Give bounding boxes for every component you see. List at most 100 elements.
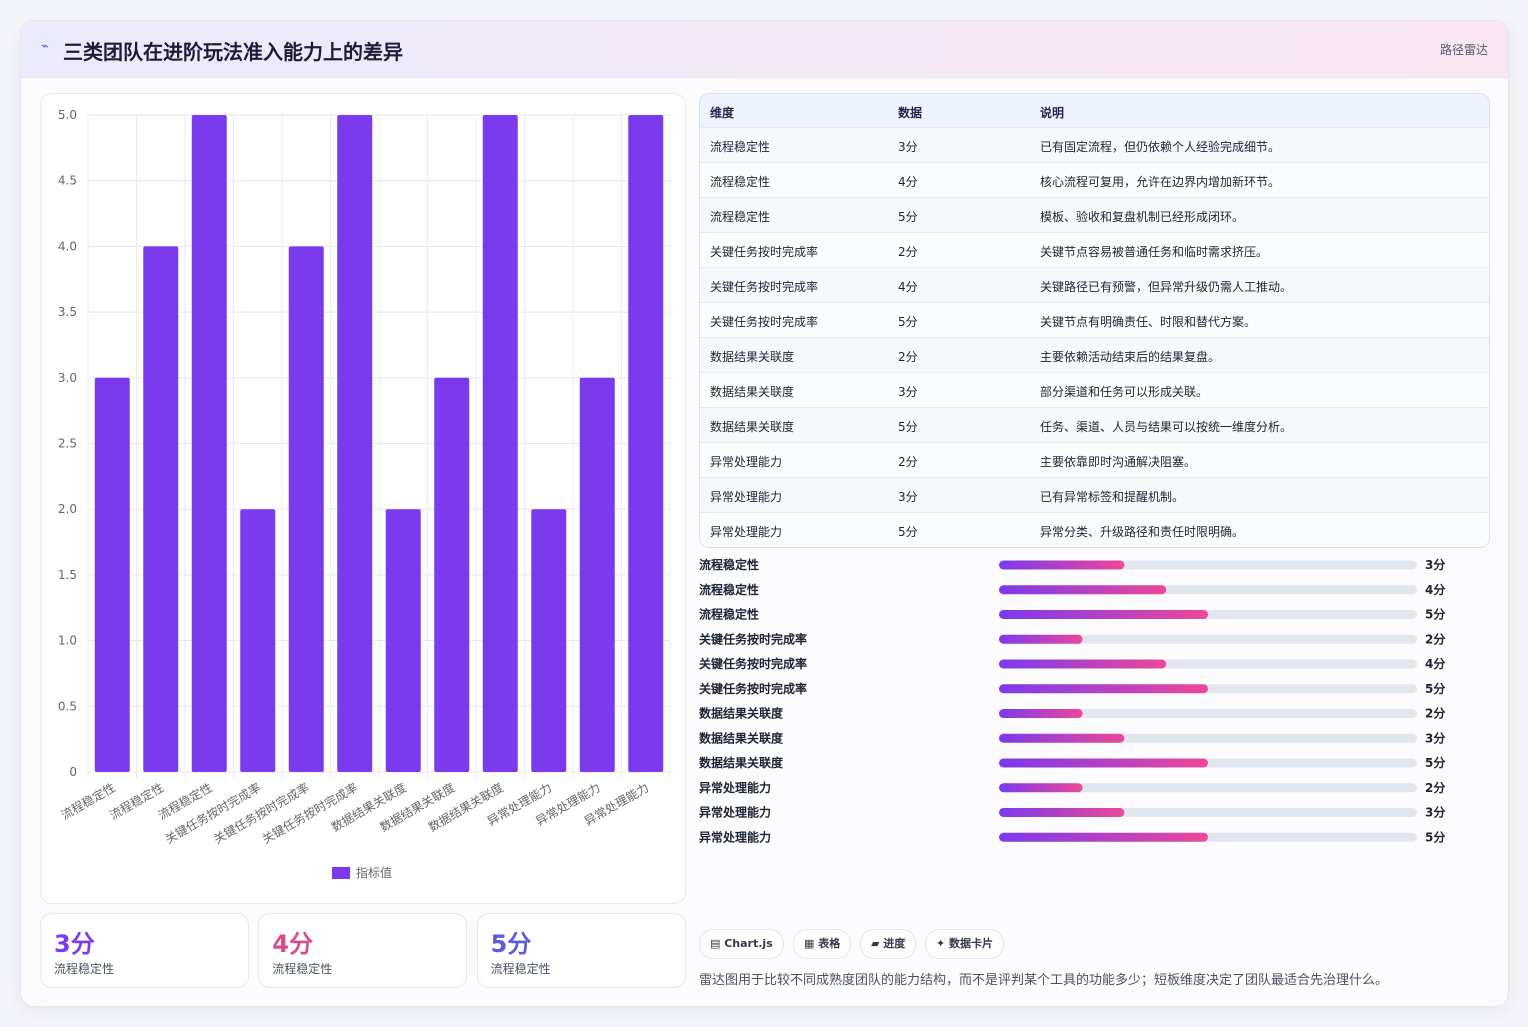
table-row: 流程稳定性 5分 模板、验收和复盘机制已经形成闭环。	[700, 197, 1489, 233]
progress-label: 数据结果关联度	[699, 706, 784, 721]
table-row: 流程稳定性 3分 已有固定流程，但仍依赖个人经验完成细节。	[700, 127, 1489, 163]
table-cell: 任务、渠道、人员与结果可以按统一维度分析。	[1040, 420, 1293, 434]
table-cell: 已有异常标签和提醒机制。	[1040, 490, 1185, 504]
header: ⌁ 三类团队在进阶玩法准入能力上的差异 路径雷达	[21, 21, 1508, 78]
header-badge: 路径雷达	[1439, 43, 1488, 57]
legend-swatch	[332, 867, 350, 879]
table-cell: 关键任务按时完成率	[710, 280, 819, 294]
progress-bar	[999, 783, 1083, 793]
bar	[579, 377, 615, 772]
table-row: 关键任务按时完成率 2分 关键节点容易被普通任务和临时需求挤压。	[700, 232, 1489, 268]
progress-bar	[999, 659, 1167, 669]
table-cell: 3分	[898, 490, 918, 504]
table-cell: 流程稳定性	[710, 210, 771, 224]
y-tick-label: 0	[69, 765, 77, 779]
tag-icon: ▦	[804, 937, 819, 950]
tag-label: 进度	[883, 937, 906, 950]
tag-chip: ▰ 进度	[860, 929, 917, 959]
table-cell: 2分	[898, 350, 918, 364]
table-cell: 2分	[898, 455, 918, 469]
progress-label: 流程稳定性	[699, 582, 759, 597]
table-row: 数据结果关联度 5分 任务、渠道、人员与结果可以按统一维度分析。	[700, 407, 1489, 443]
y-tick-label: 3.0	[58, 371, 77, 385]
stat-card: 5分流程稳定性	[476, 913, 686, 988]
y-tick-label: 0.5	[58, 699, 77, 713]
tag-label: 数据卡片	[949, 937, 994, 950]
stat-value: 5分	[490, 930, 532, 958]
progress-value: 2分	[1425, 706, 1445, 721]
table-cell: 5分	[898, 315, 918, 329]
table-cell: 主要依赖活动结束后的结果复盘。	[1040, 350, 1221, 364]
y-tick-label: 3.5	[58, 305, 77, 319]
table-row: 数据结果关联度 3分 部分渠道和任务可以形成关联。	[700, 372, 1489, 408]
progress-label: 异常处理能力	[699, 805, 771, 820]
table-row: 异常处理能力 3分 已有异常标签和提醒机制。	[700, 477, 1489, 513]
progress-bar	[999, 709, 1083, 718]
progress-label: 数据结果关联度	[699, 755, 784, 770]
progress-label: 数据结果关联度	[699, 730, 784, 745]
y-tick-label: 2.5	[58, 437, 77, 451]
table-cell: 5分	[898, 210, 918, 224]
table-cell: 流程稳定性	[710, 175, 771, 189]
progress-label: 流程稳定性	[699, 557, 759, 572]
table-cell: 异常处理能力	[710, 525, 783, 539]
stat-value: 4分	[272, 930, 313, 958]
table-cell: 数据结果关联度	[710, 420, 795, 434]
table-row: 异常处理能力 2分 主要依靠即时沟通解决阻塞。	[700, 442, 1489, 478]
x-tick-label: 流程稳定性	[107, 780, 166, 823]
table-cell: 异常处理能力	[710, 490, 783, 504]
progress-bar	[999, 585, 1167, 595]
bar	[434, 377, 470, 772]
progress-label: 关键任务按时完成率	[699, 631, 807, 646]
y-tick-label: 4.5	[58, 174, 77, 188]
tag-icon: ▰	[871, 937, 884, 950]
legend-label: 指标值	[356, 865, 392, 880]
bar	[628, 115, 664, 772]
bar	[385, 509, 421, 772]
stat-card: 3分流程稳定性	[40, 913, 249, 988]
bar	[143, 246, 179, 772]
bar	[94, 377, 130, 772]
progress-value: 5分	[1425, 755, 1445, 770]
progress-track	[999, 709, 1417, 718]
stat-value: 3分	[54, 930, 95, 958]
table-header: 维度 数据 说明	[700, 94, 1489, 127]
table-cell: 已有固定流程，但仍依赖个人经验完成细节。	[1040, 140, 1281, 154]
column-header: 维度	[710, 106, 735, 120]
table-cell: 2分	[898, 245, 918, 259]
stat-label: 流程稳定性	[54, 962, 115, 976]
table-cell: 关键任务按时完成率	[710, 245, 819, 259]
progress-track	[999, 634, 1417, 644]
table-cell: 模板、验收和复盘机制已经形成闭环。	[1040, 210, 1245, 224]
progress-bar	[999, 808, 1125, 817]
stat-label: 流程稳定性	[490, 962, 551, 976]
progress-bar	[999, 832, 1208, 842]
progress-bar	[999, 560, 1125, 570]
table: 维度 数据 说明 流程稳定性 3分 已有固定流程，但仍依赖个人经验完成细节。 流程稳定性 4分…	[699, 93, 1490, 548]
page-title: 三类团队在进阶玩法准入能力上的差异	[63, 40, 403, 64]
progress-value: 2分	[1425, 780, 1445, 795]
progress-label: 关键任务按时完成率	[699, 656, 807, 671]
table-cell: 3分	[898, 385, 918, 399]
bar	[337, 115, 373, 772]
table-cell: 流程稳定性	[710, 140, 771, 154]
progress-bar	[999, 610, 1208, 619]
table-cell: 关键任务按时完成率	[710, 315, 819, 329]
progress-value: 3分	[1425, 730, 1445, 745]
progress-label: 异常处理能力	[699, 829, 771, 844]
table-row: 关键任务按时完成率 4分 关键路径已有预警，但异常升级仍需人工推动。	[700, 267, 1489, 303]
tag-chip: ✦ 数据卡片	[925, 929, 1005, 959]
table-cell: 数据结果关联度	[710, 385, 795, 399]
y-tick-label: 2.0	[58, 502, 77, 516]
progress-bar	[999, 733, 1125, 743]
y-tick-label: 4.0	[58, 239, 77, 253]
bar	[531, 509, 567, 772]
x-tick-label: 流程稳定性	[58, 780, 117, 823]
table-cell: 异常分类、升级路径和责任时限明确。	[1040, 525, 1245, 539]
header-icon: ⌁	[41, 39, 49, 54]
table-cell: 异常处理能力	[710, 455, 783, 469]
progress-value: 3分	[1425, 805, 1445, 820]
footnote: 雷达图用于比较不同成熟度团队的能力结构，而不是评判某个工具的功能多少；短板维度决…	[699, 973, 1389, 988]
